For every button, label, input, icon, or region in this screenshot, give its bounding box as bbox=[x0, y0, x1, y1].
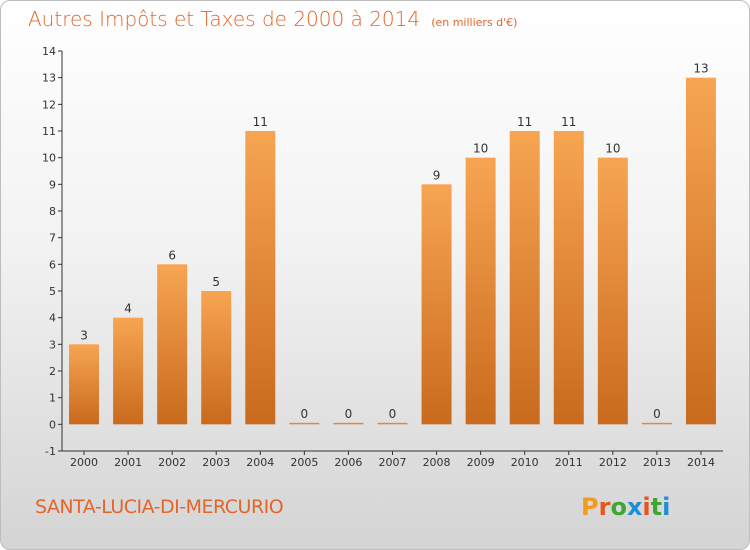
bar-2012 bbox=[597, 157, 628, 425]
data-label-2007: 0 bbox=[389, 407, 397, 421]
data-label-2014: 13 bbox=[693, 62, 708, 76]
x-tick-label-2001: 2001 bbox=[114, 456, 142, 469]
y-tick-label: 9 bbox=[49, 178, 56, 191]
logo-letter: i bbox=[642, 493, 651, 521]
bar-2007 bbox=[377, 422, 408, 425]
chart-title-block: Autres Impôts et Taxes de 2000 à 2014 (e… bbox=[28, 7, 517, 31]
y-tick-label: 2 bbox=[49, 365, 56, 378]
x-tick-label-2009: 2009 bbox=[467, 456, 495, 469]
bar-2014 bbox=[685, 77, 716, 425]
data-label-2001: 4 bbox=[124, 302, 132, 316]
y-tick-label: 14 bbox=[42, 45, 56, 58]
bar-2005 bbox=[289, 422, 320, 425]
bar-2011 bbox=[553, 131, 584, 425]
bar-2003 bbox=[201, 291, 232, 425]
x-tick-label-2002: 2002 bbox=[158, 456, 186, 469]
y-tick-label: 0 bbox=[49, 418, 56, 431]
y-tick-label: 7 bbox=[49, 232, 56, 245]
y-tick-label: 10 bbox=[42, 152, 56, 165]
y-tick-label: 1 bbox=[49, 392, 56, 405]
y-tick-label: 11 bbox=[42, 125, 56, 138]
y-tick-label: 3 bbox=[49, 338, 56, 351]
commune-name: SANTA-LUCIA-DI-MERCURIO bbox=[35, 496, 284, 518]
logo-letter: t bbox=[650, 493, 663, 521]
x-tick-label-2003: 2003 bbox=[202, 456, 230, 469]
bar-2004 bbox=[245, 131, 276, 425]
x-tick-label-2008: 2008 bbox=[423, 456, 451, 469]
data-label-2004: 11 bbox=[253, 115, 268, 129]
x-tick-label-2010: 2010 bbox=[511, 456, 539, 469]
bar-2013 bbox=[641, 422, 672, 425]
x-tick-label-2012: 2012 bbox=[599, 456, 627, 469]
data-label-2011: 11 bbox=[561, 115, 576, 129]
x-tick-label-2007: 2007 bbox=[379, 456, 407, 469]
logo-letter: P bbox=[581, 493, 599, 521]
data-label-2008: 9 bbox=[433, 168, 441, 182]
x-tick-label-2005: 2005 bbox=[290, 456, 318, 469]
bar-2000 bbox=[69, 344, 100, 425]
proxiti-logo: Proxiti bbox=[581, 493, 670, 521]
x-tick-label-2006: 2006 bbox=[334, 456, 362, 469]
data-label-2013: 0 bbox=[653, 407, 661, 421]
data-label-2000: 3 bbox=[80, 328, 88, 342]
x-tick-label-2004: 2004 bbox=[246, 456, 274, 469]
data-label-2002: 6 bbox=[168, 248, 176, 262]
data-label-2012: 10 bbox=[605, 142, 620, 156]
data-label-2003: 5 bbox=[212, 275, 220, 289]
bar-2009 bbox=[465, 157, 496, 425]
chart-title: Autres Impôts et Taxes de 2000 à 2014 bbox=[28, 7, 421, 31]
x-tick-label-2013: 2013 bbox=[643, 456, 671, 469]
y-tick-label: 6 bbox=[49, 258, 56, 271]
x-tick-label-2014: 2014 bbox=[687, 456, 715, 469]
x-tick-label-2000: 2000 bbox=[70, 456, 98, 469]
logo-letter: o bbox=[610, 493, 627, 521]
data-label-2005: 0 bbox=[301, 407, 309, 421]
data-label-2006: 0 bbox=[345, 407, 353, 421]
y-tick-label: 5 bbox=[49, 285, 56, 298]
y-tick-label: 13 bbox=[42, 72, 56, 85]
bar-2010 bbox=[509, 131, 540, 425]
x-tick-label-2011: 2011 bbox=[555, 456, 583, 469]
logo-letter: i bbox=[662, 493, 671, 521]
y-tick-label: 4 bbox=[49, 312, 56, 325]
y-tick-label: 8 bbox=[49, 205, 56, 218]
y-tick-label: -1 bbox=[45, 445, 56, 458]
data-label-2009: 10 bbox=[473, 142, 488, 156]
chart-subtitle: (en milliers d'€) bbox=[431, 16, 518, 29]
bar-2001 bbox=[113, 317, 144, 425]
bar-2008 bbox=[421, 184, 452, 425]
bar-2006 bbox=[333, 422, 364, 425]
data-label-2010: 11 bbox=[517, 115, 532, 129]
y-tick-label: 12 bbox=[42, 98, 56, 111]
logo-letter: x bbox=[626, 493, 643, 521]
logo-letter: r bbox=[598, 493, 611, 521]
bar-2002 bbox=[157, 264, 188, 425]
